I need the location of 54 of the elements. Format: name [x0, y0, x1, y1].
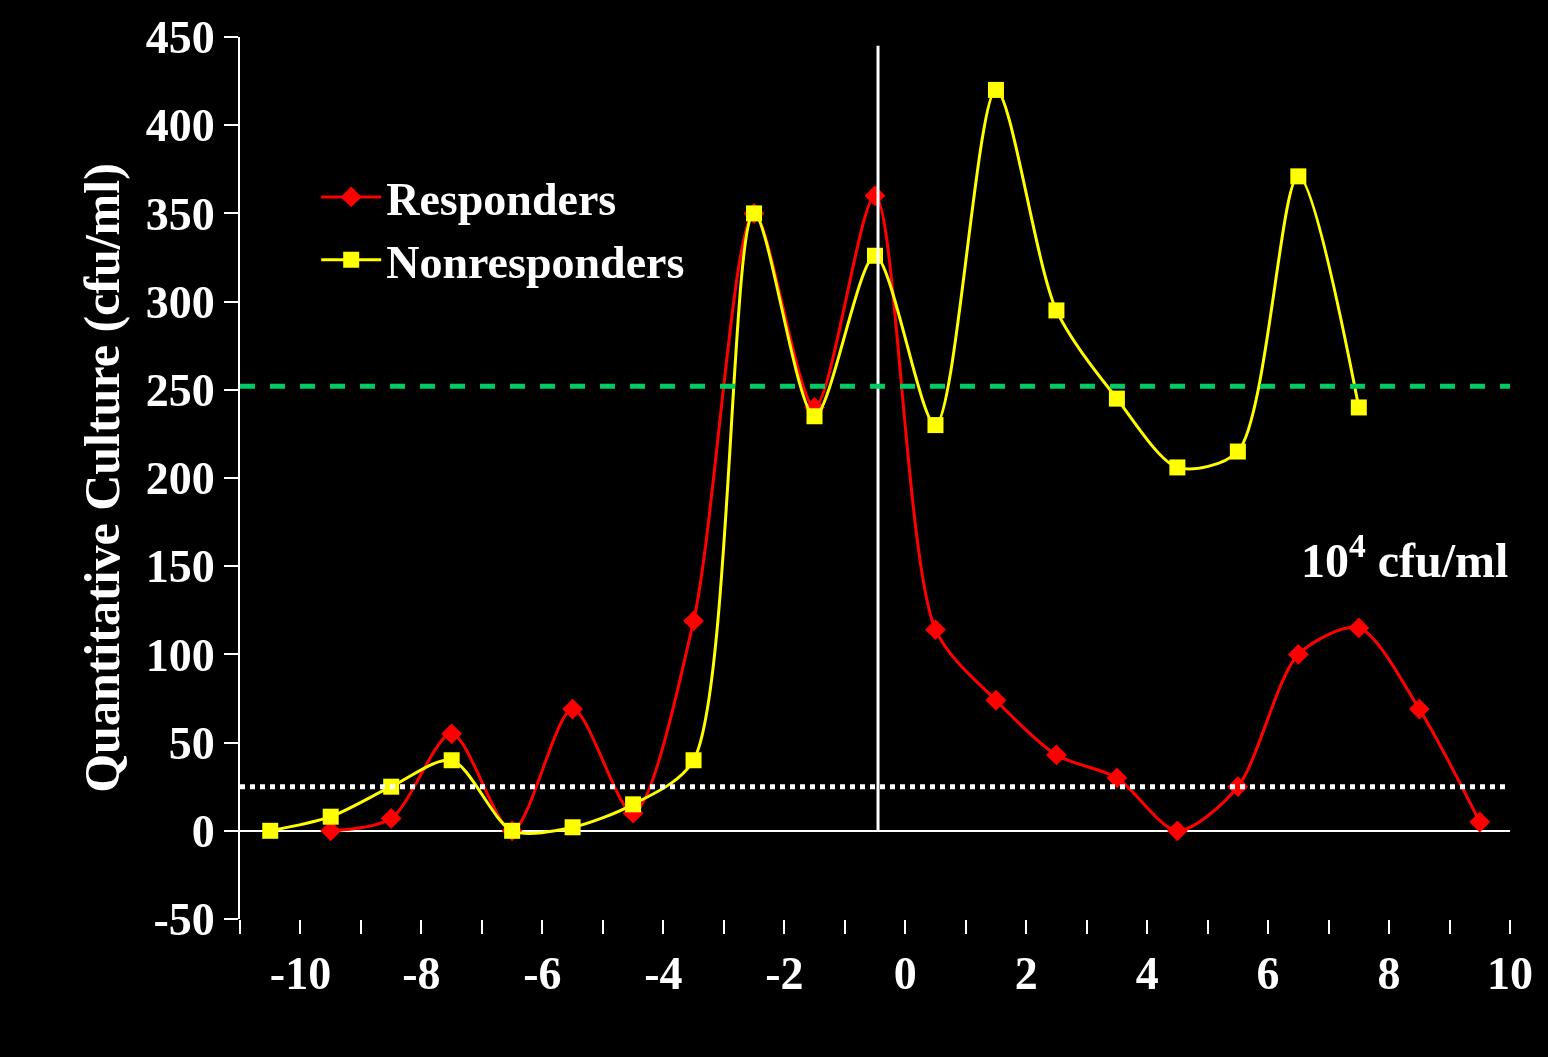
y-tick-label: 50	[168, 717, 215, 769]
y-tick-label: 400	[145, 100, 215, 152]
y-axis-title: Quantitative Culture (cfu/ml)	[74, 163, 131, 793]
point	[562, 698, 584, 720]
point	[985, 689, 1007, 711]
x-tick-label: 6	[1256, 948, 1280, 1000]
y-tick-label: 150	[145, 541, 215, 593]
point	[625, 796, 642, 813]
point	[1287, 644, 1309, 665]
point	[564, 819, 581, 836]
point	[683, 610, 704, 632]
y-tick-label: 350	[145, 188, 215, 240]
point	[1229, 443, 1246, 460]
point	[1166, 820, 1188, 842]
x-tick-label: -4	[644, 948, 683, 1000]
point	[1350, 399, 1367, 416]
point	[322, 808, 339, 825]
y-tick-label: 200	[145, 453, 215, 505]
x-tick-label: -10	[269, 948, 332, 1000]
point	[1106, 767, 1128, 789]
point	[1046, 744, 1067, 766]
annotation: 10$^{4}$ cfu/ml	[1301, 527, 1509, 588]
x-tick-label: 0	[893, 948, 917, 1000]
x-tick-label: -6	[523, 948, 562, 1000]
point	[380, 808, 402, 829]
point	[806, 408, 823, 425]
point	[262, 822, 279, 839]
point	[443, 752, 460, 769]
y-tick-label: 0	[191, 805, 215, 857]
point	[441, 723, 463, 745]
y-tick-label: 300	[145, 276, 215, 328]
x-tick-label: 2	[1014, 948, 1038, 1000]
x-tick-label: 8	[1377, 948, 1401, 1000]
point	[685, 752, 702, 769]
point	[1169, 459, 1186, 476]
point	[1348, 617, 1370, 639]
y-tick-label: 250	[145, 364, 215, 416]
legend-label: Responders	[386, 173, 617, 225]
x-tick-label: 10	[1487, 948, 1533, 1000]
point	[1108, 390, 1125, 407]
point	[1408, 698, 1430, 720]
y-tick-label: -50	[153, 894, 215, 946]
point	[927, 417, 944, 434]
point	[1469, 811, 1491, 833]
point	[1290, 168, 1307, 185]
point	[925, 619, 946, 641]
point	[987, 81, 1004, 98]
legend-label: Nonresponders	[386, 236, 685, 288]
x-tick-label: -8	[402, 948, 441, 1000]
y-tick-label: 450	[145, 12, 215, 64]
x-tick-label: 4	[1135, 948, 1159, 1000]
x-tick-label: -2	[765, 948, 804, 1000]
y-tick-label: 100	[145, 629, 215, 681]
point	[1048, 302, 1065, 319]
